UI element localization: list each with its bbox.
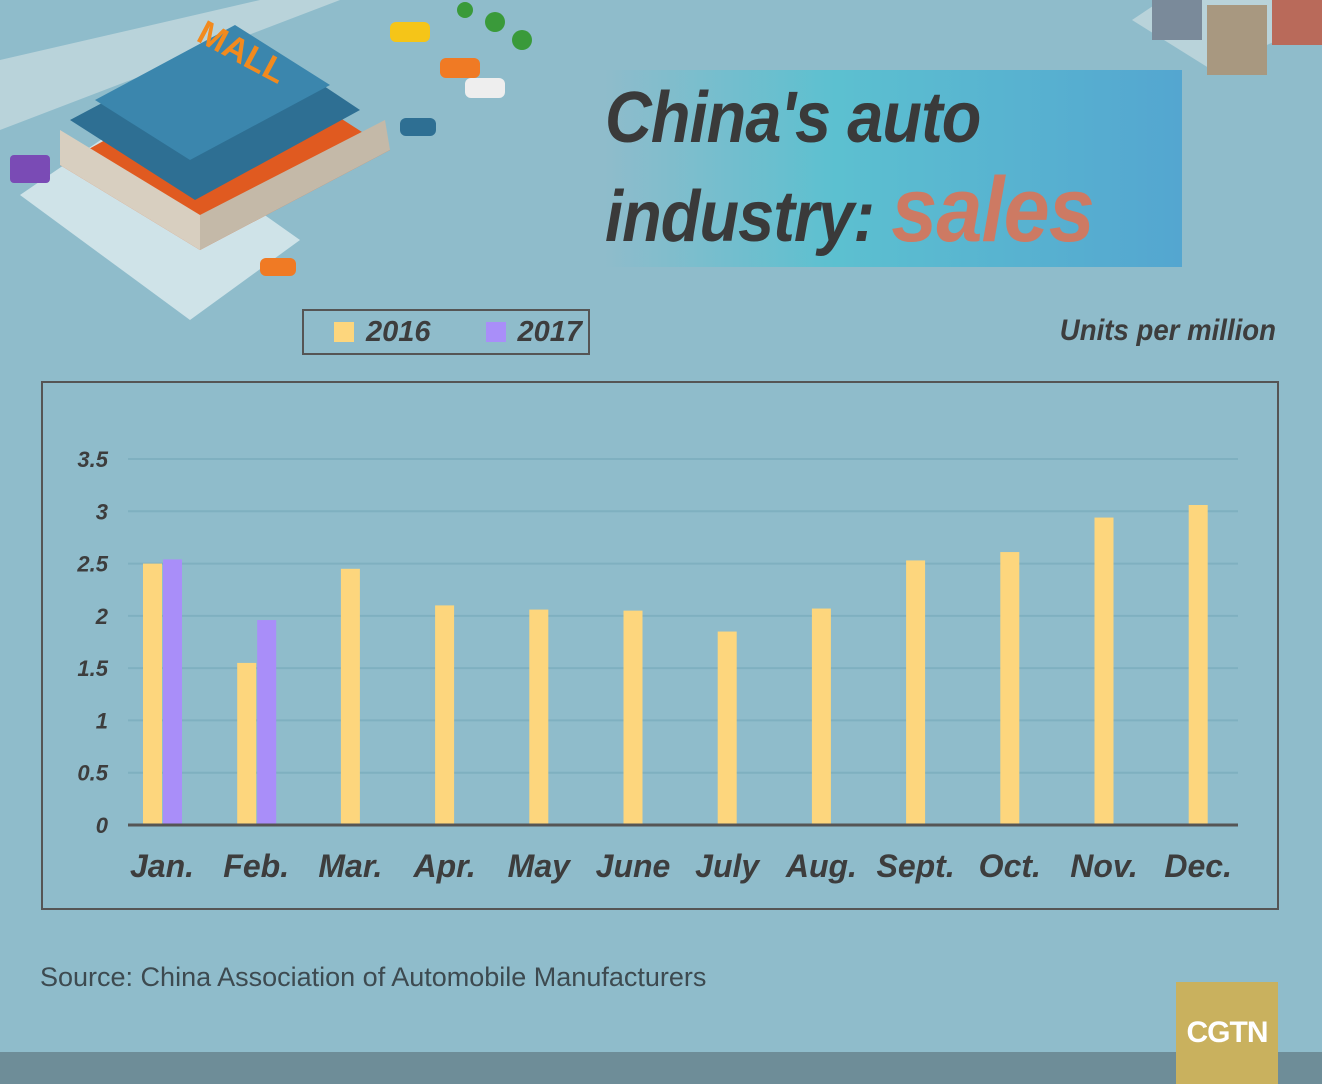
bar-2016-apr: [435, 605, 455, 825]
y-tick-label: 3: [96, 499, 108, 524]
buildings-illustration: [1132, 0, 1322, 75]
y-tick-label: 1: [96, 708, 108, 733]
x-tick-label: May: [508, 848, 572, 884]
chart-title: China's auto industry: sales: [605, 72, 1095, 263]
bar-2017-jan: [163, 559, 182, 825]
legend-item-2017: 2017: [485, 315, 583, 349]
skyline-ground: [0, 1052, 1322, 1084]
title-line1: China's auto: [605, 78, 981, 158]
y-tick-label: 2: [95, 604, 109, 629]
x-tick-label: Oct.: [979, 848, 1041, 884]
legend: 2016 2017: [302, 309, 590, 355]
x-tick-label: Jan.: [130, 848, 194, 884]
y-tick-label: 0.5: [77, 761, 108, 786]
bar-2016-nov: [1094, 517, 1114, 825]
x-tick-label: Dec.: [1164, 848, 1232, 884]
chart-frame: [41, 381, 1279, 910]
legend-label: 2017: [517, 315, 583, 348]
bar-2016-dec: [1188, 505, 1208, 825]
bar-2016-aug: [811, 608, 831, 825]
bar-2017-feb: [257, 620, 277, 825]
y-tick-label: 1.5: [77, 656, 108, 681]
x-tick-label: Aug.: [785, 848, 857, 884]
bar-2016-july: [717, 631, 737, 825]
y-tick-label: 0: [96, 813, 109, 838]
bar-2016-may: [529, 609, 549, 825]
bar-2016-oct: [1000, 552, 1020, 825]
title-banner: [605, 70, 1182, 267]
x-tick-label: Nov.: [1070, 848, 1138, 884]
source-note: Source: China Association of Automobile …: [40, 962, 707, 992]
legend-swatch-2016: [334, 322, 354, 342]
x-tick-label: Apr.: [412, 848, 475, 884]
bar-2016-feb: [237, 662, 257, 825]
legend-label: 2016: [366, 315, 431, 348]
legend-swatch-2017: [485, 322, 506, 342]
y-tick-label: 3.5: [77, 447, 108, 472]
y-tick-label: 2.5: [76, 552, 108, 577]
bar-2016-mar: [340, 568, 360, 825]
mall-illustration: MALL: [0, 0, 532, 320]
bar-2016-jan: [143, 563, 162, 825]
x-tick-label: Mar.: [318, 848, 382, 884]
y-axis-label: Units per million: [1059, 314, 1276, 347]
legend-item-2016: 2016: [334, 316, 431, 349]
bar-2016-sept: [906, 560, 926, 825]
x-tick-label: Feb.: [223, 848, 289, 884]
title-line2: industry:: [605, 177, 875, 257]
x-tick-label: June: [596, 848, 671, 884]
x-tick-label: Sept.: [876, 848, 954, 884]
title-highlight: sales: [891, 159, 1095, 261]
x-tick-label: July: [695, 848, 761, 884]
bar-2016-june: [623, 610, 643, 825]
cgtn-logo: CGTN: [1176, 982, 1278, 1084]
